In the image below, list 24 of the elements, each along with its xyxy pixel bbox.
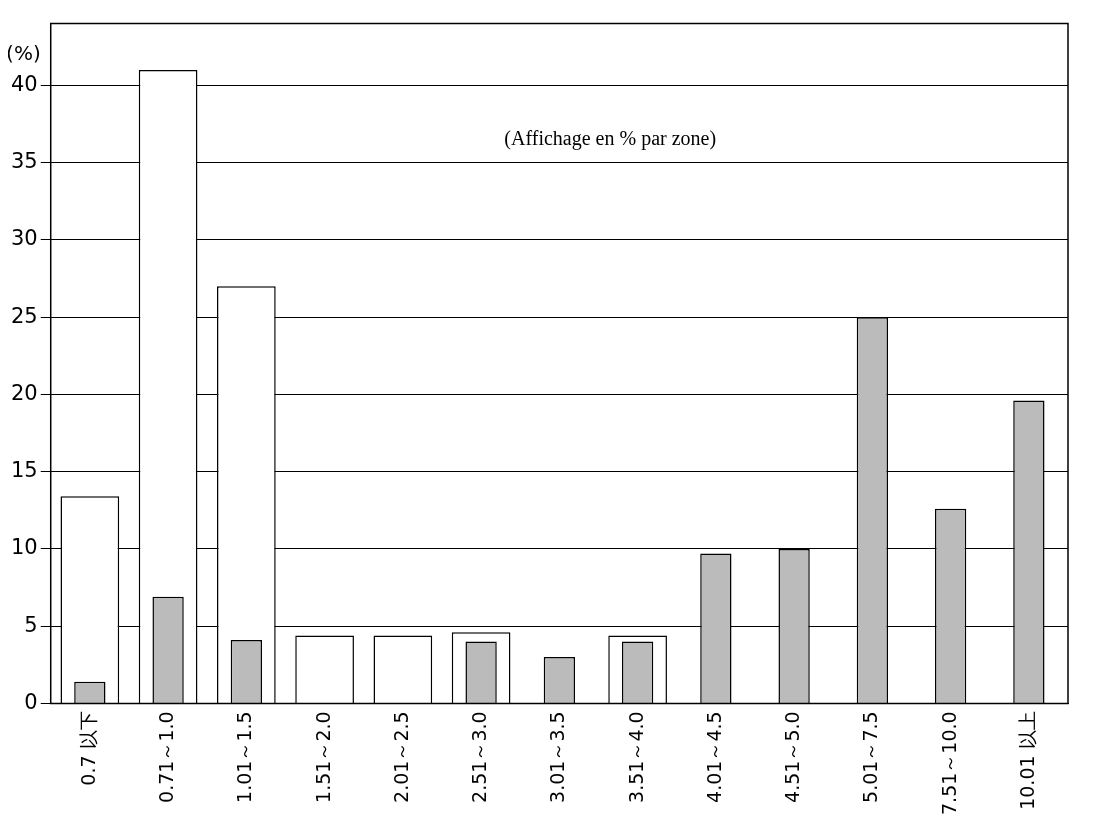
y-tick-label: 10 (10, 535, 38, 560)
x-tick-label: 1.51～2.0 (311, 711, 334, 803)
y-axis-title: (%) (6, 40, 41, 65)
annotation: (Affichage en % par zone) (504, 126, 717, 150)
x-tick-label: 4.51～5.0 (781, 711, 804, 803)
y-tick-label: 15 (10, 458, 38, 483)
y-tick-label: 20 (10, 380, 38, 405)
x-tick-label: 5.01～7.5 (859, 711, 882, 803)
y-tick-label: 30 (10, 226, 38, 251)
x-tick-label: 7.51～10.0 (937, 711, 960, 815)
y-tick-label: 0 (24, 689, 38, 714)
x-tick-label: 2.51～3.0 (468, 711, 491, 803)
y-tick-label: 40 (10, 71, 38, 96)
x-tick-label: 0.71～1.0 (155, 711, 178, 803)
x-tick-label: 10.01 以上 (1015, 711, 1038, 810)
x-tick-label: 4.01～4.5 (702, 711, 725, 803)
x-tick-label: 2.01～2.5 (389, 711, 412, 803)
y-tick-label: 35 (10, 149, 38, 174)
x-tick-label: 1.01～1.5 (233, 711, 256, 803)
x-tick-label: 3.51～4.0 (624, 711, 647, 803)
x-tick-label: 3.01～3.5 (546, 711, 569, 803)
y-tick-label: 5 (24, 612, 38, 637)
x-tick-label: 0.7 以下 (76, 711, 99, 786)
y-tick-label: 25 (10, 303, 38, 328)
